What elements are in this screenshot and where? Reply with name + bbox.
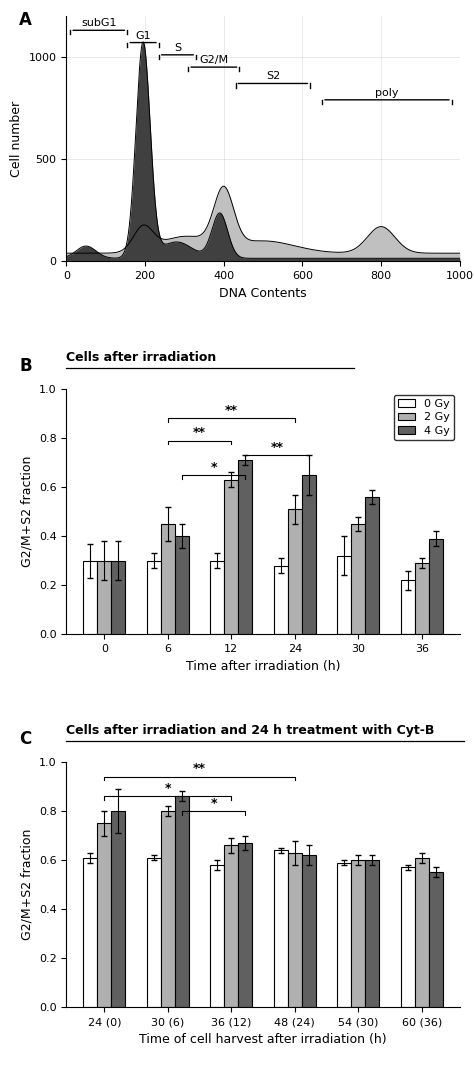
Bar [111, 811, 125, 1007]
Text: **: ** [225, 404, 238, 417]
Bar [175, 796, 189, 1007]
Text: S: S [174, 43, 181, 53]
Bar [401, 580, 415, 634]
Text: *: * [210, 461, 217, 473]
Text: C: C [19, 730, 31, 748]
Bar [337, 555, 351, 634]
Text: subG1: subG1 [81, 18, 117, 29]
Bar [147, 561, 161, 634]
Bar [98, 823, 111, 1007]
Text: S2: S2 [266, 71, 280, 81]
Bar [83, 561, 98, 634]
Text: *: * [210, 796, 217, 810]
Bar [288, 853, 302, 1007]
Bar [288, 510, 302, 634]
X-axis label: DNA Contents: DNA Contents [219, 287, 307, 300]
X-axis label: Time after irradiation (h): Time after irradiation (h) [186, 660, 340, 673]
Bar [161, 811, 175, 1007]
Bar [401, 868, 415, 1007]
Bar [161, 524, 175, 634]
Bar [98, 561, 111, 634]
Bar [83, 858, 98, 1007]
Text: G1: G1 [135, 31, 151, 41]
Bar [224, 480, 238, 634]
Bar [415, 858, 428, 1007]
Bar [365, 497, 379, 634]
Bar [351, 860, 365, 1007]
Bar [274, 566, 288, 634]
Text: **: ** [193, 426, 206, 439]
Bar [210, 865, 224, 1007]
X-axis label: Time of cell harvest after irradiation (h): Time of cell harvest after irradiation (… [139, 1033, 387, 1046]
Y-axis label: Cell number: Cell number [10, 100, 23, 177]
Y-axis label: G2/M+S2 fraction: G2/M+S2 fraction [20, 456, 33, 567]
Text: G2/M: G2/M [200, 55, 228, 65]
Text: poly: poly [375, 87, 399, 98]
Text: *: * [164, 782, 171, 795]
Bar [415, 563, 428, 634]
Bar [351, 524, 365, 634]
Bar [428, 538, 443, 634]
Text: B: B [19, 357, 32, 375]
Bar [238, 461, 252, 634]
Text: **: ** [193, 762, 206, 775]
Bar [428, 872, 443, 1007]
Bar [302, 855, 316, 1007]
Text: A: A [19, 11, 32, 29]
Bar [210, 561, 224, 634]
Bar [147, 858, 161, 1007]
Legend: 0 Gy, 2 Gy, 4 Gy: 0 Gy, 2 Gy, 4 Gy [394, 394, 454, 440]
Y-axis label: G2/M+S2 fraction: G2/M+S2 fraction [20, 829, 33, 940]
Bar [337, 862, 351, 1007]
Text: Cells after irradiation and 24 h treatment with Cyt-B: Cells after irradiation and 24 h treatme… [66, 725, 435, 738]
Bar [365, 860, 379, 1007]
Bar [111, 561, 125, 634]
Bar [175, 536, 189, 634]
Bar [274, 851, 288, 1007]
Text: Cells after irradiation: Cells after irradiation [66, 352, 217, 365]
Text: **: ** [271, 441, 283, 454]
Bar [302, 474, 316, 634]
Bar [224, 845, 238, 1007]
Bar [238, 843, 252, 1007]
